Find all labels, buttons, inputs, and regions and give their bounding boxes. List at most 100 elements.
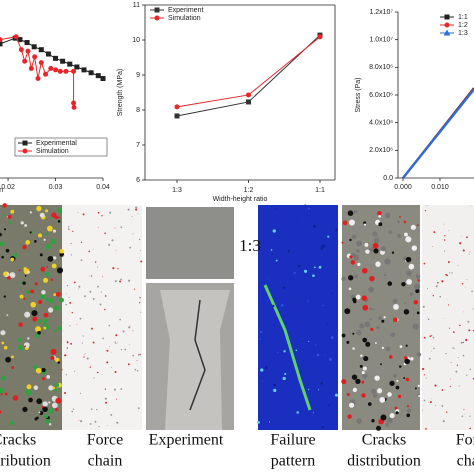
texture-dot xyxy=(449,378,451,380)
texture-dot xyxy=(349,255,353,259)
texture-dot xyxy=(361,393,366,398)
point xyxy=(18,47,24,53)
texture-dot xyxy=(98,425,100,428)
texture-dot xyxy=(18,269,21,272)
texture-dot xyxy=(0,410,2,414)
texture-dot xyxy=(348,402,355,408)
texture-dot xyxy=(68,228,70,231)
texture-dot xyxy=(43,318,48,324)
texture-dot xyxy=(304,204,307,207)
texture-dot xyxy=(84,353,86,355)
legend-label: Experimental xyxy=(36,140,77,147)
texture-dot xyxy=(451,272,453,274)
texture-dot xyxy=(47,256,54,262)
texture-dot xyxy=(376,326,380,330)
texture-dot xyxy=(259,338,262,340)
point xyxy=(71,68,77,74)
texture-dot xyxy=(422,367,425,371)
point xyxy=(246,99,251,105)
x-axis-label: Width-height ratio xyxy=(213,196,268,203)
texture-dot xyxy=(63,391,66,395)
texture-dot xyxy=(96,408,98,411)
texture-dot xyxy=(466,374,468,376)
texture-dot xyxy=(429,401,432,404)
texture-dot xyxy=(57,220,61,223)
texture-dot xyxy=(362,337,368,343)
caption: Experiment xyxy=(149,432,224,449)
y-tick-label: 6.0x10⁶ xyxy=(369,92,393,99)
texture-dot xyxy=(405,344,408,347)
texture-dot xyxy=(348,219,355,226)
texture-dot xyxy=(312,274,315,278)
y-tick-label: 8 xyxy=(136,107,140,114)
texture-dot xyxy=(97,266,99,268)
texture-dot xyxy=(25,240,31,245)
texture-dot xyxy=(57,326,62,331)
texture-dot xyxy=(275,259,278,262)
texture-dot xyxy=(80,241,83,243)
texture-dot xyxy=(89,423,92,425)
texture-dot xyxy=(348,275,354,281)
x-tick-label: 0.03 xyxy=(49,184,63,191)
texture-dot xyxy=(369,247,375,253)
texture-dot xyxy=(422,305,425,308)
texture-dot xyxy=(326,323,329,326)
texture-dot xyxy=(405,236,412,243)
texture-dot xyxy=(114,341,116,343)
texture-dot xyxy=(6,314,9,316)
texture-dot xyxy=(293,271,296,274)
texture-dot xyxy=(314,344,317,346)
texture-dot xyxy=(316,353,320,357)
texture-dot xyxy=(327,235,330,238)
texture-dot xyxy=(312,224,317,228)
texture-dot xyxy=(61,322,63,323)
failure-band xyxy=(263,284,312,411)
texture-dot xyxy=(113,388,117,391)
texture-dot xyxy=(462,249,465,252)
texture-dot xyxy=(30,289,35,294)
texture-dot xyxy=(389,413,395,419)
texture-dot xyxy=(380,245,386,252)
texture-dot xyxy=(0,393,3,396)
texture-dot xyxy=(455,370,458,373)
texture-dot xyxy=(77,211,79,213)
texture-dot xyxy=(45,244,51,250)
texture-dot xyxy=(56,208,63,214)
texture-dot xyxy=(369,318,372,321)
point xyxy=(43,71,49,77)
texture-dot xyxy=(462,354,465,357)
texture-dot xyxy=(259,330,262,334)
caption: Cracks xyxy=(362,432,406,449)
texture-dot xyxy=(397,394,402,399)
texture-dot xyxy=(264,366,268,370)
texture-dot xyxy=(59,297,64,303)
texture-dot xyxy=(443,223,445,225)
texture-dot xyxy=(410,357,414,361)
texture-dot xyxy=(448,230,450,231)
texture-dot xyxy=(39,253,43,257)
texture-dot xyxy=(109,346,111,348)
point xyxy=(53,67,59,73)
texture-dot xyxy=(351,234,357,240)
texture-dot xyxy=(51,212,57,218)
texture-dot xyxy=(48,423,52,426)
texture-dot xyxy=(381,319,385,323)
texture-dot xyxy=(465,338,468,342)
texture-dot xyxy=(423,262,426,265)
texture-dot xyxy=(441,280,444,283)
texture-dot xyxy=(0,232,2,237)
texture-dot xyxy=(3,295,7,298)
texture-dot xyxy=(57,361,60,364)
texture-dot xyxy=(70,342,73,345)
texture-dot xyxy=(93,377,95,379)
texture-dot xyxy=(423,336,426,339)
texture-dot xyxy=(415,288,420,294)
x-tick-label: 0.010 xyxy=(431,184,449,191)
texture-dot xyxy=(56,267,64,274)
texture-dot xyxy=(140,311,142,313)
texture-dot xyxy=(111,366,112,368)
texture-dot xyxy=(52,402,58,409)
point xyxy=(443,29,451,36)
legend-box xyxy=(14,137,108,157)
texture-dot xyxy=(89,275,91,277)
